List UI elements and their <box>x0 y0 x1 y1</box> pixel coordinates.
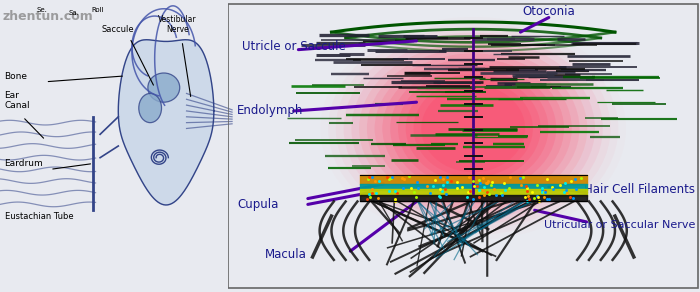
Text: Otoconia: Otoconia <box>522 5 575 18</box>
Ellipse shape <box>382 59 564 198</box>
Text: Ear
Canal: Ear Canal <box>4 91 30 110</box>
Ellipse shape <box>398 69 549 188</box>
Ellipse shape <box>148 73 180 102</box>
Text: Endolymph: Endolymph <box>237 105 303 117</box>
Text: Sa.: Sa. <box>69 10 79 15</box>
Text: zhentun.com: zhentun.com <box>2 11 93 23</box>
Ellipse shape <box>421 85 525 172</box>
Ellipse shape <box>390 64 556 193</box>
Text: Utricle or Saccule: Utricle or Saccule <box>241 40 345 53</box>
Ellipse shape <box>351 38 595 219</box>
Ellipse shape <box>367 48 580 209</box>
Text: Eustachian Tube: Eustachian Tube <box>4 212 74 221</box>
Text: Saccule: Saccule <box>102 25 134 34</box>
Text: Bone: Bone <box>4 72 27 81</box>
Ellipse shape <box>139 93 162 123</box>
Text: Roll: Roll <box>91 7 104 13</box>
Text: Macula: Macula <box>265 248 307 260</box>
Ellipse shape <box>359 43 587 214</box>
Ellipse shape <box>414 79 533 178</box>
Polygon shape <box>118 40 214 205</box>
Text: Hair Cell Filaments: Hair Cell Filaments <box>584 183 695 196</box>
Ellipse shape <box>344 32 603 225</box>
Ellipse shape <box>406 74 540 183</box>
Ellipse shape <box>374 53 572 204</box>
Text: Se.: Se. <box>36 7 48 13</box>
Text: Vestibular
Nerve: Vestibular Nerve <box>158 15 197 34</box>
Text: Utricular or Saccular Nerve: Utricular or Saccular Nerve <box>544 220 695 230</box>
Text: Eardrum: Eardrum <box>4 159 43 168</box>
Text: Cupula: Cupula <box>237 198 279 211</box>
